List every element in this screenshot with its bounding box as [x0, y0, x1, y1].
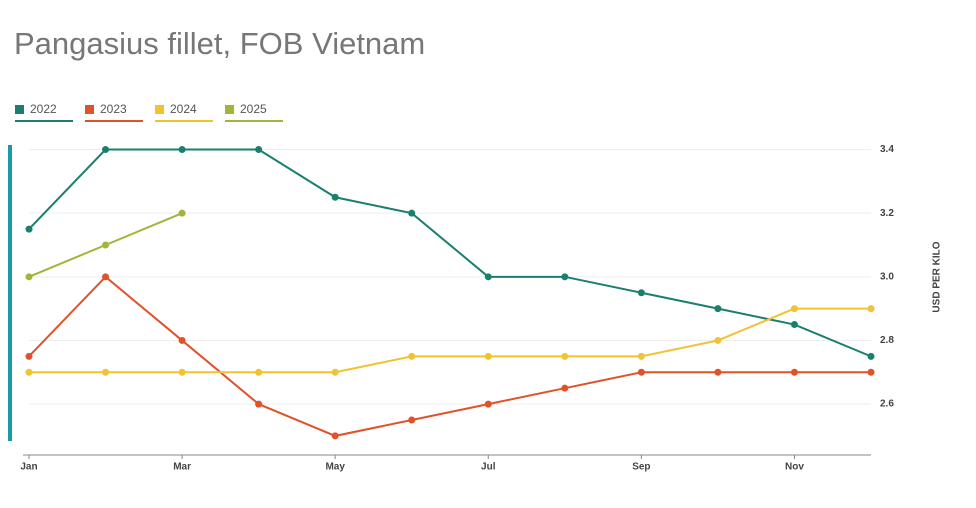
- data-point: [25, 352, 33, 360]
- y-tick-label: 3.2: [880, 208, 894, 219]
- x-tick-label: Mar: [173, 462, 191, 473]
- data-point: [102, 241, 110, 249]
- data-point: [637, 368, 645, 376]
- data-point: [178, 209, 186, 217]
- x-tick-label: Jan: [20, 462, 37, 473]
- x-tick-label: Nov: [785, 462, 804, 473]
- legend-swatch: [155, 105, 164, 114]
- legend-label: 2022: [30, 102, 57, 116]
- data-point: [102, 273, 110, 281]
- data-point: [561, 384, 569, 392]
- series-line: [28, 148, 872, 358]
- y-tick-label: 2.6: [880, 399, 894, 410]
- legend-label: 2025: [240, 102, 267, 116]
- x-tick-label: May: [325, 462, 345, 473]
- data-point: [867, 352, 875, 360]
- data-point: [484, 352, 492, 360]
- data-point: [178, 146, 186, 154]
- data-point: [714, 336, 722, 344]
- series-line: [29, 307, 871, 374]
- data-point: [561, 352, 569, 360]
- data-point: [867, 305, 875, 313]
- legend-swatch: [15, 105, 24, 114]
- legend-swatch: [225, 105, 234, 114]
- data-point: [408, 209, 416, 217]
- data-point: [102, 146, 110, 154]
- legend-label: 2024: [170, 102, 197, 116]
- data-point: [714, 305, 722, 313]
- data-point: [25, 225, 33, 233]
- data-point: [255, 368, 263, 376]
- legend-label: 2023: [100, 102, 127, 116]
- data-point: [102, 368, 110, 376]
- data-point: [561, 273, 569, 281]
- y-axis-label: USD PER KILO: [932, 241, 943, 312]
- data-point: [790, 368, 798, 376]
- data-point: [178, 368, 186, 376]
- y-tick-label: 3.4: [880, 144, 894, 155]
- chart-title: Pangasius fillet, FOB Vietnam: [14, 26, 425, 61]
- accent-bar: [8, 145, 12, 441]
- data-point: [255, 400, 263, 408]
- data-point: [484, 400, 492, 408]
- y-tick-label: 2.8: [880, 335, 894, 346]
- data-point: [178, 336, 186, 344]
- data-point: [867, 368, 875, 376]
- data-point: [408, 352, 416, 360]
- data-point: [790, 305, 798, 313]
- data-point: [790, 321, 798, 329]
- y-tick-label: 3.0: [880, 271, 894, 282]
- data-point: [408, 416, 416, 424]
- data-point: [255, 146, 263, 154]
- legend-swatch: [85, 105, 94, 114]
- series-line: [28, 275, 871, 437]
- data-point: [637, 352, 645, 360]
- data-point: [714, 368, 722, 376]
- data-point: [331, 368, 339, 376]
- x-tick-label: Sep: [632, 462, 650, 473]
- data-point: [25, 368, 33, 376]
- data-point: [484, 273, 492, 281]
- data-point: [637, 289, 645, 297]
- x-tick-label: Jul: [481, 462, 496, 473]
- data-point: [331, 193, 339, 201]
- data-point: [331, 432, 339, 440]
- data-point: [25, 273, 33, 281]
